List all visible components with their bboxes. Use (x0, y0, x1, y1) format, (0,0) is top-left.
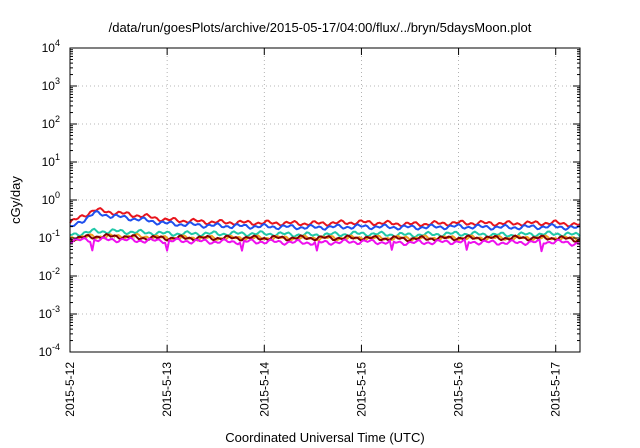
y-tick-label: 10-1 (39, 228, 60, 245)
x-tick-label: 2015-5-15 (354, 362, 368, 417)
series-line (69, 207, 581, 228)
x-tick-label: 2015-5-14 (257, 362, 271, 417)
x-tick-label: 2015-5-16 (452, 362, 466, 417)
series-line (69, 236, 581, 253)
y-tick-label: 104 (42, 38, 60, 55)
grid-lines (70, 48, 580, 352)
y-tick-label: 102 (42, 114, 60, 131)
series-line (69, 233, 581, 243)
y-tick-label: 101 (42, 152, 60, 169)
x-tick-label: 2015-5-12 (63, 362, 77, 417)
x-axis-label: Coordinated Universal Time (UTC) (225, 430, 424, 445)
x-tick-label: 2015-5-13 (160, 362, 174, 417)
y-tick-label: 10-3 (39, 304, 60, 321)
y-axis-label: cGy/day (8, 176, 23, 224)
series-lines (69, 207, 581, 253)
y-tick-label: 10-4 (39, 342, 60, 359)
y-tick-label: 10-2 (39, 266, 60, 283)
y-tick-label: 103 (42, 76, 60, 93)
chart-title: /data/run/goesPlots/archive/2015-05-17/0… (108, 20, 532, 35)
x-tick-label: 2015-5-17 (549, 362, 563, 417)
axis-ticks: 10-4 10-3 10-2 10-1 100 101 102 103 104 2015-5-12… (39, 38, 580, 417)
y-tick-label: 100 (42, 190, 60, 207)
series-line (69, 210, 581, 231)
